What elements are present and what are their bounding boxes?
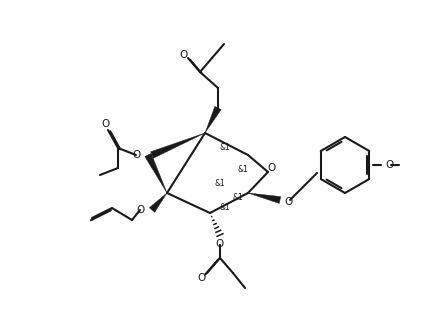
Text: O: O [268,163,276,173]
Text: &1: &1 [214,178,225,187]
Text: &1: &1 [220,144,230,152]
Polygon shape [205,107,221,133]
Text: O: O [198,273,206,283]
Text: O: O [179,50,187,60]
Text: O: O [133,150,141,160]
Text: O: O [137,205,145,215]
Polygon shape [248,193,281,204]
Text: &1: &1 [233,192,243,202]
Text: &1: &1 [220,203,230,211]
Text: O: O [102,119,110,129]
Text: &1: &1 [238,165,248,174]
Polygon shape [151,133,205,158]
Text: O: O [284,197,292,207]
Polygon shape [149,193,167,212]
Text: O: O [216,239,224,249]
Text: O: O [385,160,393,170]
Polygon shape [145,153,167,193]
